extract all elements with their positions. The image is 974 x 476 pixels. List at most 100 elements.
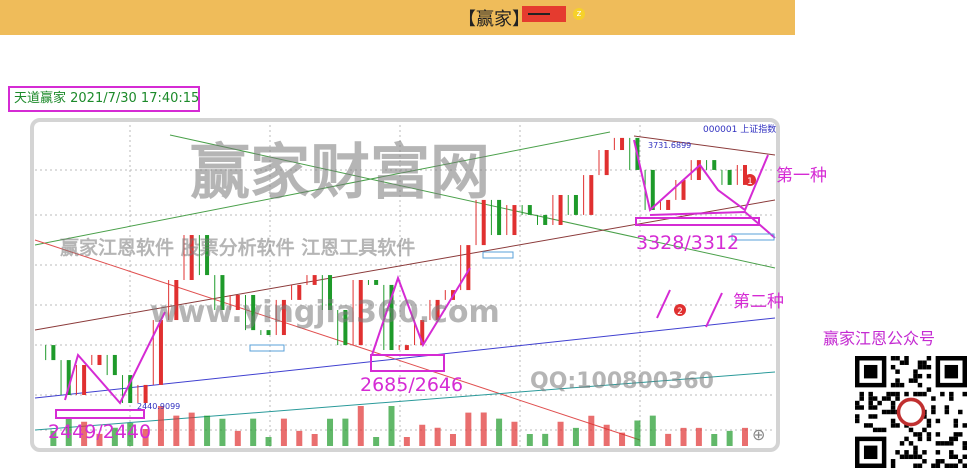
volume-bar xyxy=(557,421,564,446)
arrow-5 xyxy=(705,292,723,328)
candle xyxy=(112,354,117,376)
volume-bar xyxy=(96,433,103,446)
candle xyxy=(128,375,133,403)
candle xyxy=(97,354,102,366)
box-low1 xyxy=(55,409,145,419)
volume-bar xyxy=(542,433,549,446)
volume-bar xyxy=(465,412,472,446)
candle xyxy=(220,275,225,310)
label-low2: 2685/2646 xyxy=(360,374,464,396)
candle xyxy=(82,365,87,395)
candle xyxy=(666,199,671,210)
candle xyxy=(497,199,502,236)
arrow-6 xyxy=(649,210,776,239)
volume-bar xyxy=(50,430,57,446)
zoom-icon: ⊕ xyxy=(752,425,765,444)
volume-bar xyxy=(219,418,226,446)
volume-bar xyxy=(742,427,748,446)
marker-2 xyxy=(674,304,686,316)
candle xyxy=(650,169,655,210)
candle xyxy=(235,294,240,310)
marker-1 xyxy=(744,174,756,186)
volume-bar xyxy=(619,432,626,446)
candle xyxy=(512,205,517,236)
candle xyxy=(681,180,686,200)
volume-bar xyxy=(480,412,487,446)
banner-title: 【赢家】 xyxy=(458,9,530,30)
candle xyxy=(143,384,148,403)
candle xyxy=(435,299,440,321)
arrow-4 xyxy=(656,289,671,319)
marker-1-label: 1 xyxy=(747,177,753,187)
candle xyxy=(205,235,210,276)
candle xyxy=(589,175,594,215)
volume-bar xyxy=(250,418,257,446)
volume-bar xyxy=(388,406,395,446)
candle xyxy=(297,284,302,300)
candle xyxy=(51,345,56,361)
volume-bar xyxy=(142,429,149,446)
label-type1: 第一种 xyxy=(776,166,827,186)
trendline-brown xyxy=(34,199,776,331)
low-label: 2440.9099 xyxy=(137,402,180,411)
candle xyxy=(420,320,425,346)
candle xyxy=(343,309,348,346)
volume-bar xyxy=(449,434,456,446)
volume-bar xyxy=(373,437,380,446)
chart-frame xyxy=(30,118,780,452)
candle xyxy=(189,235,194,281)
watermark-url: www.yingjia360.com xyxy=(150,295,500,330)
label-type2: 第二种 xyxy=(733,292,784,312)
volume-bar xyxy=(65,418,72,446)
volume-bar xyxy=(680,427,687,446)
top-banner: 【赢家】 z xyxy=(0,0,795,35)
volume-bar xyxy=(572,427,579,446)
arrow-path-1 xyxy=(64,311,166,405)
candle xyxy=(466,245,471,291)
candle xyxy=(620,137,625,151)
volume-bar xyxy=(511,421,518,446)
volume-bar xyxy=(234,430,241,446)
volume-bar xyxy=(357,406,364,446)
candle xyxy=(712,160,717,170)
volume-bar xyxy=(311,434,318,446)
volume-bar xyxy=(173,415,180,446)
volume-bar xyxy=(280,418,287,446)
volume-bar xyxy=(434,427,441,446)
volume-bar xyxy=(127,423,134,446)
candle xyxy=(358,280,363,346)
qr-code xyxy=(855,356,967,468)
trendline-blue xyxy=(34,317,776,399)
volume-bar xyxy=(204,415,211,446)
trendline-top xyxy=(633,135,776,156)
arrow-path-2 xyxy=(371,267,471,356)
candle xyxy=(404,345,409,351)
volume-bar xyxy=(157,406,164,446)
volume-bar xyxy=(419,424,426,446)
candle xyxy=(328,275,333,310)
volume-bar xyxy=(711,434,718,446)
candle xyxy=(66,360,71,395)
candle xyxy=(251,294,256,331)
trendline-green-down xyxy=(169,134,776,269)
qr-finder xyxy=(855,356,887,388)
volume-bar xyxy=(496,418,503,446)
marker-2-label: 2 xyxy=(677,307,683,317)
coin-icon: z xyxy=(573,8,585,20)
candle xyxy=(389,284,394,351)
volume-bars xyxy=(50,406,748,446)
candle xyxy=(558,194,563,225)
volume-bar xyxy=(327,418,334,446)
watermark-main: 赢家财富网 xyxy=(190,138,490,208)
volume-bar xyxy=(726,430,733,446)
candle xyxy=(604,150,609,176)
candle xyxy=(312,275,317,285)
candle xyxy=(573,194,578,215)
volume-bar xyxy=(649,415,656,446)
arrow-path-3 xyxy=(633,139,769,212)
volume-bar xyxy=(265,437,272,446)
volume-bar xyxy=(603,424,610,446)
candle xyxy=(527,205,532,215)
candle xyxy=(158,320,163,385)
